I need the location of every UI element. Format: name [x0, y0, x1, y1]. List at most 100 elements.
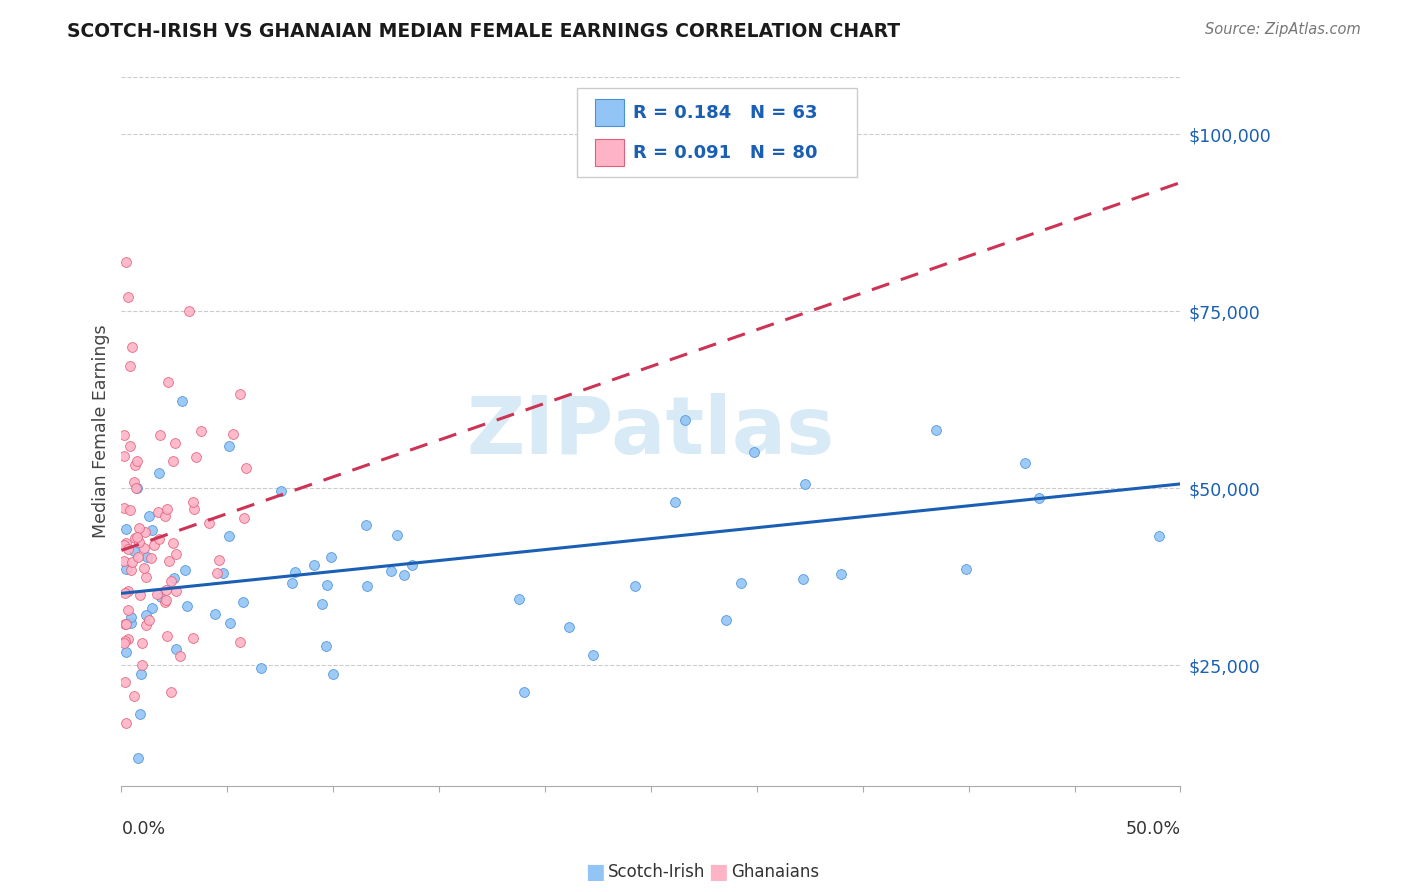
Point: [1147, 528, 1170, 542]
Point: [792, 572, 814, 586]
Point: [380, 565, 402, 579]
Point: [673, 413, 696, 427]
Point: [198, 516, 221, 531]
Point: [128, 535, 150, 549]
Text: R = 0.184   N = 63: R = 0.184 N = 63: [633, 103, 817, 122]
Point: [356, 579, 378, 593]
Point: [120, 563, 142, 577]
Point: [112, 635, 135, 649]
Point: [122, 475, 145, 490]
Point: [115, 645, 138, 659]
Point: [124, 532, 146, 546]
Point: [132, 561, 155, 575]
Text: R = 0.091   N = 80: R = 0.091 N = 80: [633, 144, 817, 161]
Point: [174, 563, 197, 577]
Point: [155, 583, 177, 598]
Point: [184, 450, 207, 464]
Point: [114, 616, 136, 631]
Point: [558, 620, 581, 634]
Point: [153, 509, 176, 524]
Text: 50.0%: 50.0%: [1125, 820, 1181, 838]
Point: [114, 633, 136, 648]
Point: [114, 522, 136, 536]
Y-axis label: Median Female Earnings: Median Female Earnings: [93, 325, 110, 539]
Text: 0.0%: 0.0%: [121, 820, 166, 838]
Point: [125, 481, 148, 495]
Point: [163, 571, 186, 585]
Point: [319, 549, 342, 564]
Point: [218, 616, 240, 631]
Point: [156, 629, 179, 643]
Point: [208, 553, 231, 567]
Point: [160, 685, 183, 699]
Point: [730, 575, 752, 590]
Point: [794, 476, 817, 491]
Point: [156, 501, 179, 516]
Point: [120, 503, 142, 517]
Point: [235, 461, 257, 475]
Point: [124, 481, 146, 495]
Point: [131, 658, 153, 673]
Point: [112, 554, 135, 568]
Point: [222, 427, 245, 442]
Point: [218, 439, 240, 453]
Point: [664, 495, 686, 509]
Point: [401, 558, 423, 572]
Text: ZIPatlas: ZIPatlas: [467, 392, 835, 471]
FancyBboxPatch shape: [576, 88, 858, 177]
Point: [115, 536, 138, 550]
Point: [181, 495, 204, 509]
Point: [170, 394, 193, 409]
Point: [121, 340, 143, 354]
Point: [830, 567, 852, 582]
Point: [148, 505, 170, 519]
Point: [155, 593, 177, 607]
Point: [135, 570, 157, 584]
Point: [127, 549, 149, 564]
Text: Ghanaians: Ghanaians: [731, 863, 820, 881]
Point: [322, 666, 344, 681]
Point: [146, 587, 169, 601]
Point: [114, 674, 136, 689]
Point: [162, 454, 184, 468]
Point: [117, 584, 139, 599]
Point: [955, 562, 977, 576]
Point: [157, 554, 180, 568]
Point: [159, 574, 181, 588]
Point: [127, 530, 149, 544]
Point: [744, 445, 766, 459]
Point: [117, 542, 139, 557]
Point: [315, 578, 337, 592]
Point: [508, 592, 530, 607]
Point: [315, 639, 337, 653]
Point: [139, 550, 162, 565]
Point: [682, 162, 704, 177]
Point: [115, 616, 138, 631]
Point: [169, 649, 191, 664]
Bar: [595, 139, 624, 166]
Point: [229, 387, 252, 401]
Point: [181, 631, 204, 645]
Point: [148, 533, 170, 547]
Point: [142, 538, 165, 552]
Point: [302, 558, 325, 572]
Point: [138, 613, 160, 627]
Point: [229, 635, 252, 649]
Point: [157, 375, 180, 389]
Point: [165, 584, 187, 599]
Point: [162, 536, 184, 550]
Point: [165, 436, 187, 450]
Text: ■: ■: [709, 863, 728, 882]
Point: [714, 613, 737, 627]
Point: [135, 608, 157, 623]
Point: [114, 562, 136, 576]
Point: [1014, 457, 1036, 471]
Point: [165, 547, 187, 561]
Point: [134, 525, 156, 540]
Point: [165, 642, 187, 657]
Point: [117, 290, 139, 304]
Point: [112, 500, 135, 515]
Point: [218, 529, 240, 543]
Point: [149, 427, 172, 442]
Point: [128, 521, 150, 535]
